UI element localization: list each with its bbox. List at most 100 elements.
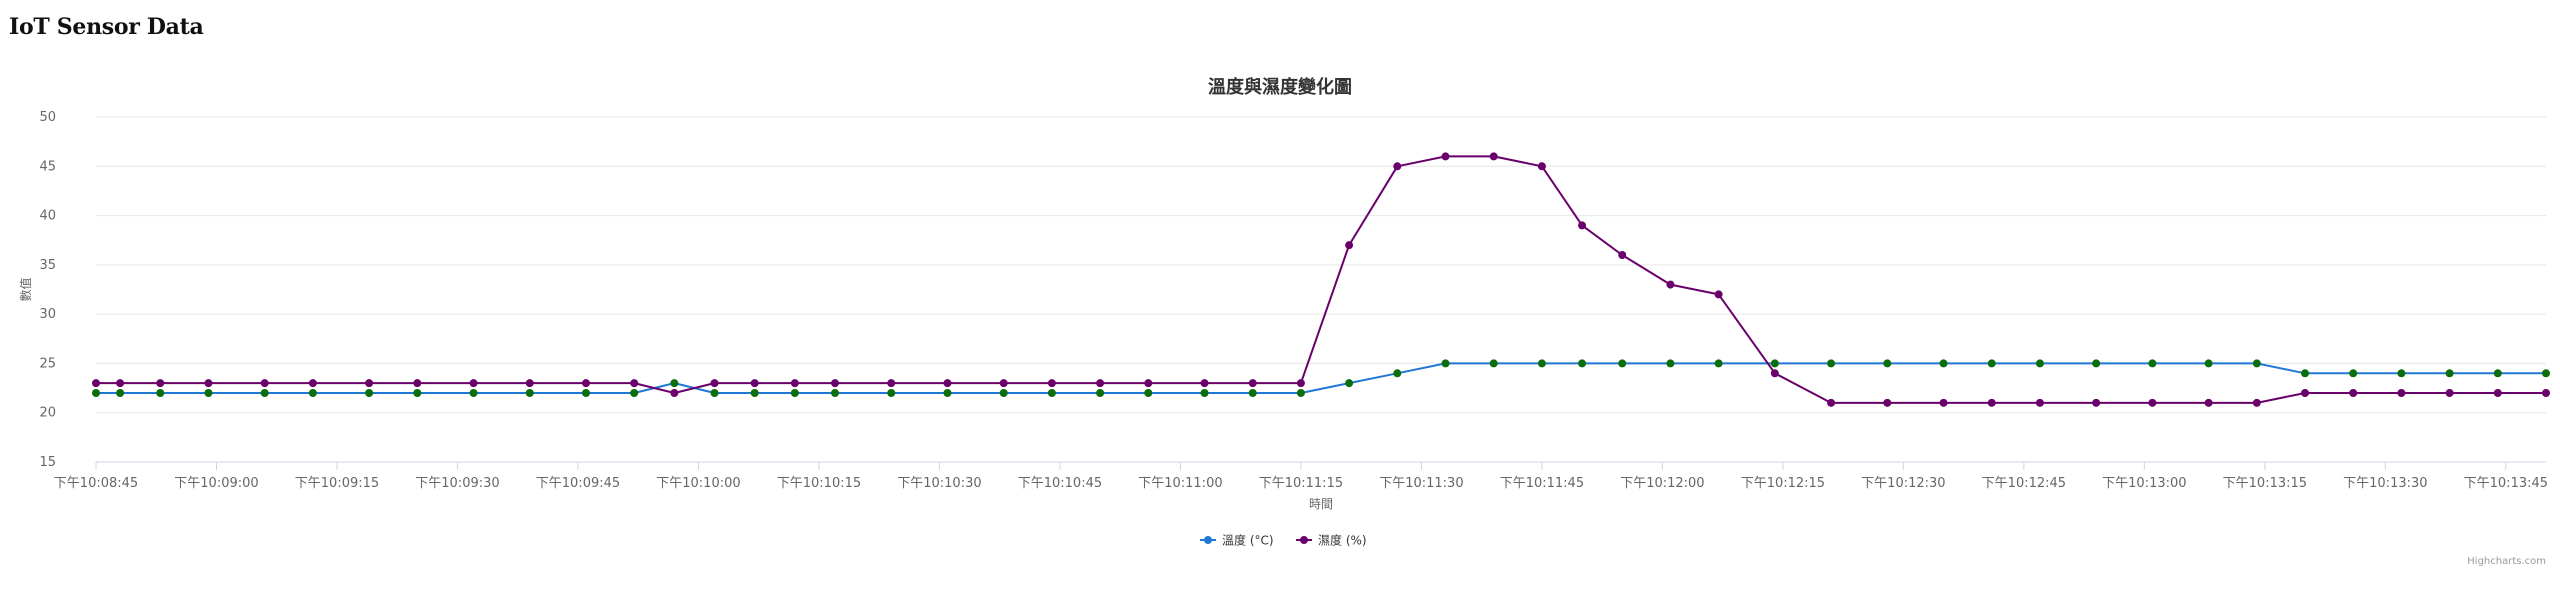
data-point[interactable]: [790, 379, 799, 388]
data-point[interactable]: [1489, 359, 1498, 368]
data-point[interactable]: [582, 389, 590, 397]
data-point[interactable]: [999, 389, 1008, 397]
data-point[interactable]: [2092, 359, 2101, 368]
data-point[interactable]: [1096, 389, 1105, 397]
data-point[interactable]: [2397, 389, 2406, 397]
data-point[interactable]: [1714, 359, 1723, 368]
data-point[interactable]: [1441, 359, 1450, 368]
data-point[interactable]: [1047, 379, 1056, 388]
data-point[interactable]: [1489, 152, 1498, 161]
data-point[interactable]: [1666, 280, 1675, 289]
data-point[interactable]: [1248, 379, 1257, 388]
data-point[interactable]: [260, 379, 269, 388]
data-point[interactable]: [2204, 359, 2213, 368]
data-point[interactable]: [1393, 162, 1402, 171]
data-point[interactable]: [1987, 359, 1996, 368]
data-point[interactable]: [1296, 389, 1305, 397]
data-point[interactable]: [1441, 152, 1450, 161]
data-point[interactable]: [308, 389, 317, 397]
data-point[interactable]: [260, 389, 269, 397]
data-point[interactable]: [831, 389, 840, 397]
data-point[interactable]: [2542, 369, 2550, 378]
data-point[interactable]: [943, 379, 952, 388]
data-point[interactable]: [2252, 359, 2261, 368]
data-point[interactable]: [1200, 389, 1209, 397]
data-point[interactable]: [92, 379, 100, 388]
data-point[interactable]: [1345, 241, 1354, 250]
data-point[interactable]: [943, 389, 952, 397]
data-point[interactable]: [630, 389, 639, 397]
data-point[interactable]: [1883, 359, 1892, 368]
data-point[interactable]: [1987, 398, 1996, 407]
data-point[interactable]: [2493, 389, 2502, 397]
data-point[interactable]: [1770, 359, 1779, 368]
data-point[interactable]: [1248, 389, 1257, 397]
data-point[interactable]: [1939, 398, 1948, 407]
data-point[interactable]: [670, 389, 679, 397]
data-point[interactable]: [1618, 359, 1627, 368]
data-point[interactable]: [204, 379, 213, 388]
data-point[interactable]: [2397, 369, 2406, 378]
data-point[interactable]: [887, 389, 896, 397]
data-point[interactable]: [1666, 359, 1675, 368]
data-point[interactable]: [525, 379, 534, 388]
data-point[interactable]: [2493, 369, 2502, 378]
data-point[interactable]: [1200, 379, 1209, 388]
data-point[interactable]: [710, 379, 719, 388]
legend-item[interactable]: 溫度 (°C): [1200, 533, 1274, 548]
data-point[interactable]: [1096, 379, 1105, 388]
data-point[interactable]: [2148, 359, 2157, 368]
data-point[interactable]: [790, 389, 799, 397]
data-point[interactable]: [308, 379, 317, 388]
data-point[interactable]: [1827, 398, 1836, 407]
data-point[interactable]: [1296, 379, 1305, 388]
data-point[interactable]: [2445, 369, 2454, 378]
data-point[interactable]: [887, 379, 896, 388]
data-point[interactable]: [365, 379, 374, 388]
data-point[interactable]: [750, 379, 759, 388]
data-point[interactable]: [2301, 369, 2310, 378]
data-point[interactable]: [2204, 398, 2213, 407]
data-point[interactable]: [2542, 389, 2550, 397]
data-point[interactable]: [1827, 359, 1836, 368]
data-point[interactable]: [1144, 389, 1153, 397]
data-point[interactable]: [1714, 290, 1723, 299]
data-point[interactable]: [2148, 398, 2157, 407]
data-point[interactable]: [2349, 369, 2358, 378]
data-point[interactable]: [831, 379, 840, 388]
data-point[interactable]: [469, 379, 478, 388]
data-point[interactable]: [2252, 398, 2261, 407]
data-point[interactable]: [2349, 389, 2358, 397]
data-point[interactable]: [2445, 389, 2454, 397]
data-point[interactable]: [2035, 398, 2044, 407]
data-point[interactable]: [1537, 359, 1546, 368]
data-point[interactable]: [413, 389, 422, 397]
data-point[interactable]: [116, 389, 125, 397]
data-point[interactable]: [2035, 359, 2044, 368]
data-point[interactable]: [1345, 379, 1354, 388]
data-point[interactable]: [2301, 389, 2310, 397]
data-point[interactable]: [116, 379, 125, 388]
credits-link[interactable]: Highcharts.com: [2467, 556, 2546, 567]
data-point[interactable]: [670, 379, 679, 388]
data-point[interactable]: [1770, 369, 1779, 378]
data-point[interactable]: [750, 389, 759, 397]
data-point[interactable]: [1537, 162, 1546, 171]
data-point[interactable]: [92, 389, 100, 397]
data-point[interactable]: [1047, 389, 1056, 397]
data-point[interactable]: [1618, 251, 1627, 259]
data-point[interactable]: [525, 389, 534, 397]
data-point[interactable]: [1578, 359, 1587, 368]
data-point[interactable]: [204, 389, 213, 397]
data-point[interactable]: [1939, 359, 1948, 368]
data-point[interactable]: [1144, 379, 1153, 388]
data-point[interactable]: [710, 389, 719, 397]
data-point[interactable]: [582, 379, 590, 388]
data-point[interactable]: [156, 379, 165, 388]
data-point[interactable]: [469, 389, 478, 397]
data-point[interactable]: [1578, 221, 1587, 230]
data-point[interactable]: [365, 389, 374, 397]
data-point[interactable]: [999, 379, 1008, 388]
data-point[interactable]: [1393, 369, 1402, 378]
data-point[interactable]: [2092, 398, 2101, 407]
